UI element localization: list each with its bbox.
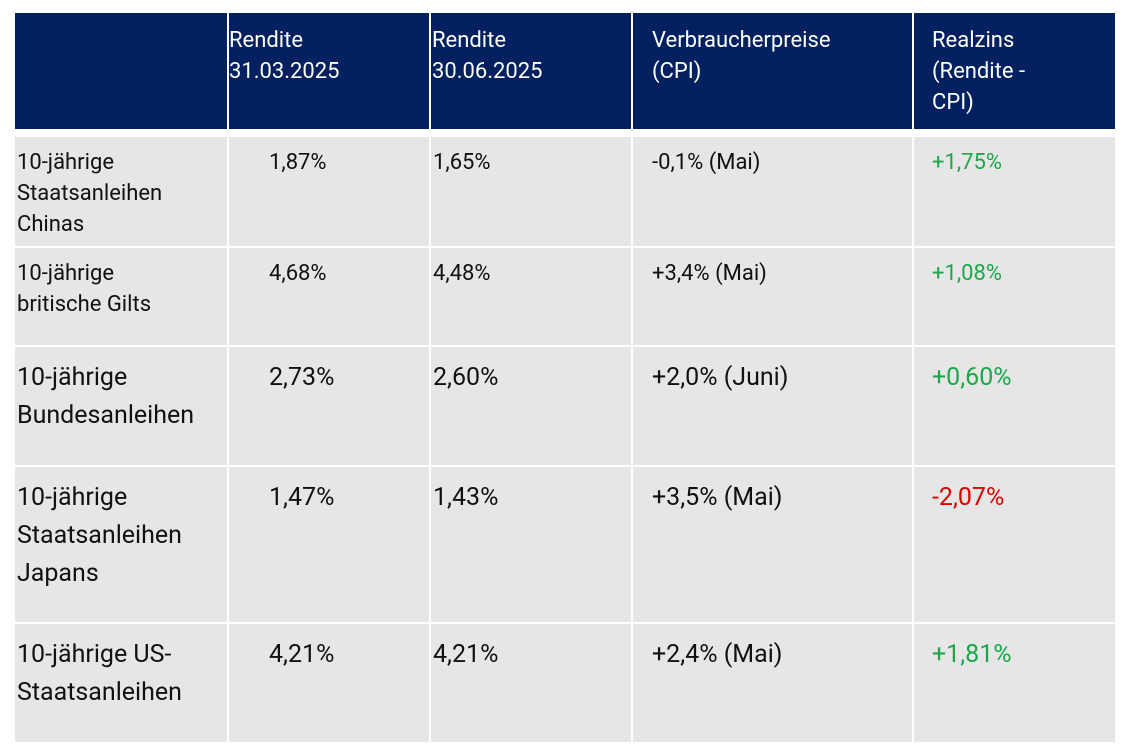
table-cell: 4,68% bbox=[229, 248, 429, 345]
table-cell: -0,1% (Mai) bbox=[633, 137, 912, 246]
header-cell: Verbraucherpreise (CPI) bbox=[633, 13, 912, 129]
table-cell: -2,07% bbox=[914, 467, 1115, 622]
table-cell: 1,65% bbox=[431, 137, 631, 246]
header-cell bbox=[15, 13, 227, 129]
header-cell: Rendite 30.06.2025 bbox=[431, 13, 631, 129]
table-cell: 2,73% bbox=[229, 347, 429, 465]
table-cell: 4,21% bbox=[229, 624, 429, 742]
row-label: 10-jährige britische Gilts bbox=[15, 248, 227, 345]
table-cell: 1,87% bbox=[229, 137, 429, 246]
table-cell: +3,5% (Mai) bbox=[633, 467, 912, 622]
row-label: 10-jährige US- Staatsanleihen bbox=[15, 624, 227, 742]
table-cell: +1,08% bbox=[914, 248, 1115, 345]
table-cell: 4,48% bbox=[431, 248, 631, 345]
row-label: 10-jährige Staatsanleihen Chinas bbox=[15, 137, 227, 246]
table-cell: 4,21% bbox=[431, 624, 631, 742]
row-label: 10-jährige Staatsanleihen Japans bbox=[15, 467, 227, 622]
table-cell: +2,0% (Juni) bbox=[633, 347, 912, 465]
header-cell: Realzins (Rendite - CPI) bbox=[914, 13, 1115, 129]
table-cell: 1,47% bbox=[229, 467, 429, 622]
header-cell: Rendite 31.03.2025 bbox=[229, 13, 429, 129]
row-label: 10-jährige Bundesanleihen bbox=[15, 347, 227, 465]
table-cell: +3,4% (Mai) bbox=[633, 248, 912, 345]
table-cell: +2,4% (Mai) bbox=[633, 624, 912, 742]
table-cell: +1,81% bbox=[914, 624, 1115, 742]
table-cell: +0,60% bbox=[914, 347, 1115, 465]
table-cell: 2,60% bbox=[431, 347, 631, 465]
table-cell: 1,43% bbox=[431, 467, 631, 622]
table-cell: +1,75% bbox=[914, 137, 1115, 246]
